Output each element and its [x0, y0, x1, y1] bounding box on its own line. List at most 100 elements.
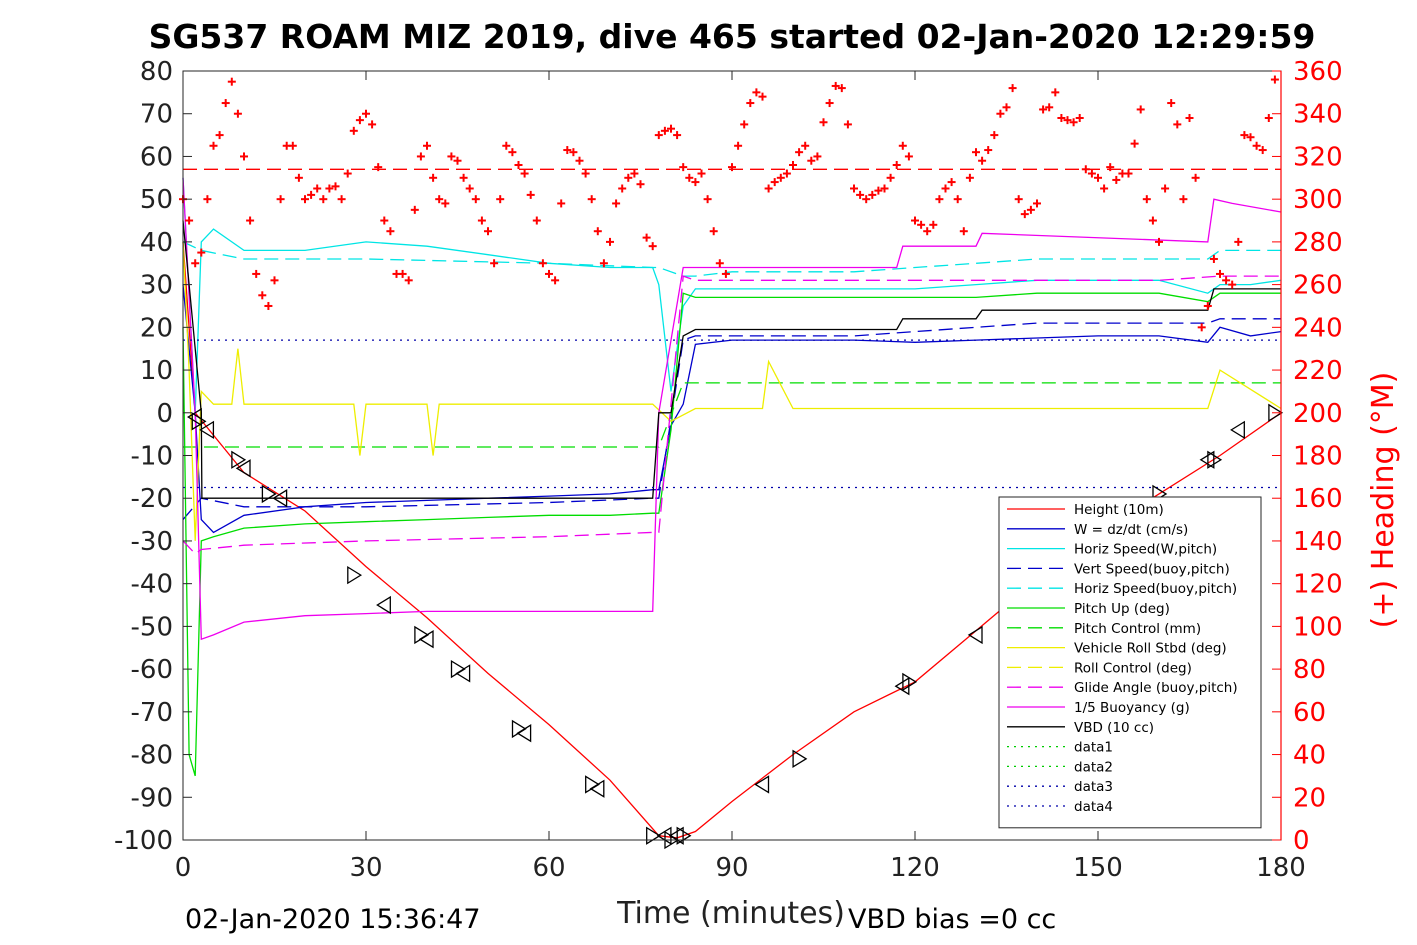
y-left-tick-label: 60: [140, 142, 173, 172]
heading-point: [240, 152, 248, 161]
legend-label: Height (10m): [1074, 502, 1164, 518]
heading-point: [770, 178, 779, 187]
y-left-tick-label: -30: [131, 527, 173, 557]
heading-point: [197, 248, 206, 257]
heading-point: [288, 141, 297, 150]
heading-point: [246, 216, 255, 225]
depth-marker: [186, 407, 202, 427]
heading-point: [551, 276, 560, 285]
heading-point: [1057, 113, 1066, 122]
heading-points-layer: [179, 75, 1279, 332]
heading-point: [276, 195, 285, 204]
heading-point: [514, 160, 523, 169]
y-left-tick-label: 70: [140, 100, 173, 130]
heading-point: [825, 99, 834, 108]
y-left-tick-label: 20: [140, 313, 173, 343]
heading-point: [355, 116, 364, 125]
heading-point: [978, 156, 987, 165]
heading-point: [581, 169, 590, 178]
depth-marker: [1268, 403, 1284, 422]
heading-point: [618, 184, 627, 193]
heading-point: [587, 195, 596, 204]
heading-point: [984, 146, 993, 155]
heading-point: [972, 148, 980, 157]
heading-point: [831, 81, 840, 90]
depth-marker: [231, 450, 247, 469]
heading-point: [1216, 269, 1224, 278]
heading-point: [386, 227, 395, 236]
heading-point: [1252, 141, 1261, 150]
heading-point: [1185, 113, 1194, 122]
heading-point: [484, 227, 492, 236]
heading-point: [1002, 103, 1011, 112]
y-left-tick-label: -80: [131, 741, 173, 771]
heading-point: [185, 216, 194, 225]
legend-label: Pitch Up (deg): [1074, 601, 1170, 617]
depth-marker: [1230, 420, 1245, 440]
series-line-4: [182, 241, 1281, 277]
heading-point: [868, 190, 877, 199]
heading-point: [1087, 169, 1096, 178]
heading-point: [264, 301, 273, 310]
y-left-tick-label: 10: [140, 356, 173, 386]
heading-point: [996, 109, 1005, 118]
heading-point: [721, 269, 730, 278]
heading-point: [764, 184, 773, 193]
y-left-tick-label: 40: [140, 228, 173, 258]
depth-marker: [589, 779, 605, 798]
series-line-7: [182, 241, 1282, 541]
heading-point: [1155, 237, 1163, 246]
heading-point: [459, 173, 468, 182]
y-left-tick-label: 30: [140, 271, 173, 301]
heading-point: [776, 173, 785, 182]
y-right-tick-label: 200: [1293, 399, 1343, 429]
legend-box: [998, 496, 1262, 829]
y-left-tick-label: -90: [131, 783, 173, 813]
legend-label: Horiz Speed(W,pitch): [1074, 542, 1217, 558]
heading-point: [545, 269, 553, 278]
heading-point: [1063, 116, 1072, 125]
heading-point: [667, 124, 675, 133]
heading-point: [898, 141, 907, 150]
heading-point: [1100, 184, 1109, 193]
y-right-tick-label: 120: [1293, 570, 1343, 600]
legend-label: 1/5 Buoyancy (g): [1074, 700, 1190, 716]
heading-point: [1167, 99, 1176, 108]
y-right-tick-label: 20: [1293, 783, 1326, 813]
heading-point: [465, 184, 474, 193]
x-tick-label: 120: [890, 853, 940, 883]
y-right-tick-label: 80: [1293, 655, 1326, 685]
legend-label: Roll Control (deg): [1074, 660, 1192, 676]
heading-point: [1222, 276, 1231, 285]
depth-marker: [455, 664, 471, 683]
legend-label: data3: [1074, 779, 1113, 795]
heading-point: [569, 148, 578, 157]
heading-point: [685, 173, 694, 182]
heading-point: [758, 92, 767, 101]
heading-point: [221, 99, 230, 108]
heading-point: [203, 195, 212, 204]
y-left-tick-label: -40: [131, 570, 173, 600]
heading-point: [1228, 280, 1237, 289]
y-left-tick-label: -70: [131, 698, 173, 728]
depth-marker: [272, 489, 288, 508]
y-left-tick-label: -20: [131, 484, 173, 514]
heading-point: [526, 190, 535, 199]
heading-point: [892, 160, 901, 169]
heading-point: [447, 152, 456, 161]
heading-point: [965, 173, 974, 182]
legend-label: Vehicle Roll Stbd (deg): [1074, 641, 1227, 657]
chart-title: SG537 ROAM MIZ 2019, dive 465 started 02…: [149, 17, 1316, 56]
heading-point: [496, 195, 505, 204]
y-right-tick-label: 360: [1293, 57, 1343, 87]
heading-point: [953, 195, 962, 204]
heading-point: [325, 184, 334, 193]
heading-point: [1008, 84, 1017, 93]
heading-point: [801, 141, 810, 150]
heading-point: [410, 205, 419, 214]
depth-marker: [967, 625, 983, 645]
heading-point: [1124, 169, 1133, 178]
heading-point: [435, 195, 444, 204]
footer-vbd-bias: VBD bias =0 cc: [848, 904, 1056, 935]
